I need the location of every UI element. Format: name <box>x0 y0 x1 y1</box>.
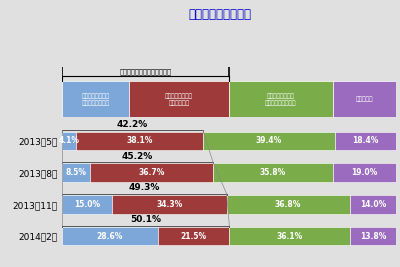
Bar <box>334 132 396 150</box>
Bar <box>76 132 203 150</box>
Bar <box>62 163 90 182</box>
Text: すでに駆け込み需
要がある／あった: すでに駆け込み需 要がある／あった <box>82 93 110 105</box>
Text: 36.1%: 36.1% <box>276 232 303 241</box>
Bar <box>62 227 158 245</box>
Text: 49.3%: 49.3% <box>129 183 160 192</box>
Bar <box>62 132 76 150</box>
Bar <box>112 195 227 214</box>
Text: 21.5%: 21.5% <box>180 232 206 241</box>
Text: 15.0%: 15.0% <box>74 200 100 209</box>
Text: （現在も今後も）
駆け込み需要はない: （現在も今後も） 駆け込み需要はない <box>265 93 296 105</box>
Bar <box>350 227 396 245</box>
Text: 50.1%: 50.1% <box>130 215 161 224</box>
Bar <box>129 81 229 117</box>
Text: 42.2%: 42.2% <box>117 120 148 129</box>
Bar <box>62 81 129 117</box>
Text: 4.1%: 4.1% <box>58 136 79 145</box>
Text: 38.1%: 38.1% <box>126 136 152 145</box>
Text: 8.5%: 8.5% <box>66 168 87 177</box>
Text: 駆け込み需要（見込み含む）: 駆け込み需要（見込み含む） <box>120 68 172 75</box>
Bar <box>62 195 112 214</box>
Bar <box>227 195 350 214</box>
Bar <box>229 227 350 245</box>
Text: 45.2%: 45.2% <box>122 151 153 160</box>
Text: 36.8%: 36.8% <box>275 200 301 209</box>
Text: 18.4%: 18.4% <box>352 136 378 145</box>
Bar <box>213 163 332 182</box>
Text: 19.0%: 19.0% <box>351 168 377 177</box>
Text: 駆け込み需要の推移: 駆け込み需要の推移 <box>188 8 252 21</box>
Bar <box>203 132 334 150</box>
Text: 分からない: 分からない <box>356 96 373 102</box>
Bar <box>350 195 396 214</box>
Bar <box>229 81 332 117</box>
Text: 36.7%: 36.7% <box>138 168 165 177</box>
Text: 28.6%: 28.6% <box>96 232 123 241</box>
Text: （現在はないが）
今後出てくる: （現在はないが） 今後出てくる <box>165 93 193 105</box>
Text: 14.0%: 14.0% <box>360 200 386 209</box>
Bar <box>332 81 396 117</box>
Text: 13.8%: 13.8% <box>360 232 386 241</box>
Bar <box>332 163 396 182</box>
Text: 35.8%: 35.8% <box>260 168 286 177</box>
Text: 34.3%: 34.3% <box>156 200 182 209</box>
Bar <box>158 227 229 245</box>
Text: 39.4%: 39.4% <box>256 136 282 145</box>
Bar <box>90 163 213 182</box>
